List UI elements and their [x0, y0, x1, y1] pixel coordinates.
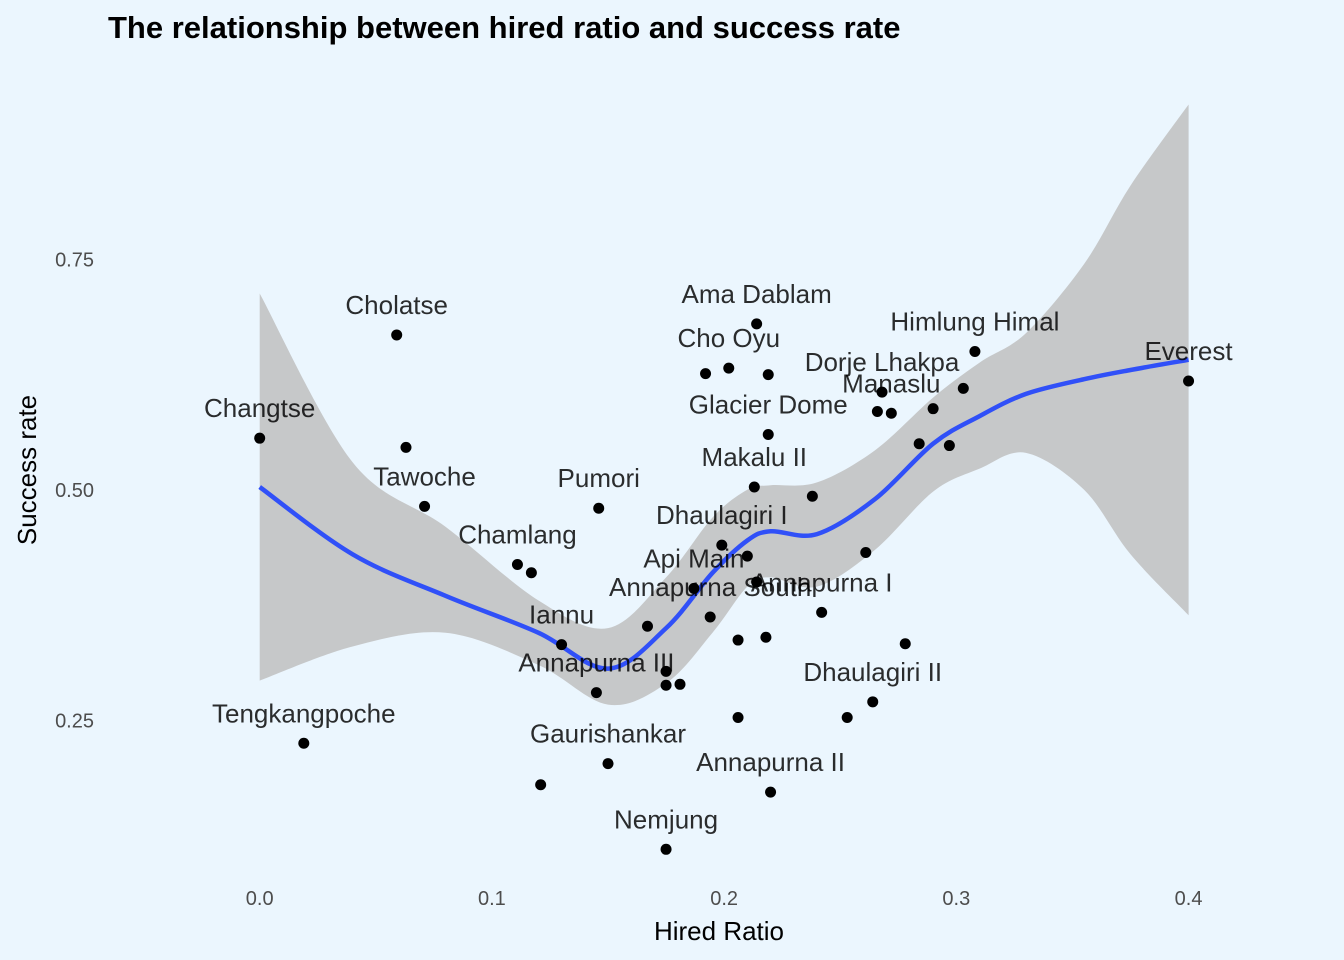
- data-point: [704, 611, 716, 623]
- point-label: Changtse: [204, 393, 315, 423]
- data-point: [391, 329, 403, 341]
- data-point: [760, 631, 772, 643]
- data-point: [525, 567, 537, 579]
- data-point: [762, 428, 774, 440]
- point-label: Tengkangpoche: [212, 698, 396, 728]
- y-axis-title: Success rate: [12, 395, 42, 545]
- data-point: [674, 678, 686, 690]
- data-point: [806, 490, 818, 502]
- data-point: [419, 500, 431, 512]
- data-point: [765, 786, 777, 798]
- point-label: Iannu: [529, 600, 594, 630]
- point-label: Glacier Dome: [689, 389, 848, 419]
- data-point: [741, 550, 753, 562]
- data-point: [641, 620, 653, 632]
- smooth-line: [258, 357, 1189, 671]
- data-point: [688, 582, 700, 594]
- data-point: [556, 639, 568, 651]
- y-axis-ticks: 0.25 0.50 0.75: [55, 249, 94, 732]
- point-label: Chamlang: [458, 519, 577, 549]
- point-label: Dorje Lhakpa: [805, 347, 960, 377]
- point-label: Pumori: [558, 463, 640, 493]
- data-point: [969, 346, 981, 358]
- point-label: Api Main: [643, 543, 744, 573]
- data-point: [816, 606, 828, 618]
- x-tick-label: 0.2: [710, 888, 738, 910]
- data-point: [943, 440, 955, 452]
- data-point: [876, 386, 888, 398]
- data-point: [700, 368, 712, 380]
- point-label: Annapurna I: [751, 567, 893, 597]
- point-label: Dhaulagiri II: [803, 657, 942, 687]
- y-tick-label: 0.50: [55, 480, 94, 502]
- data-point: [660, 679, 672, 691]
- point-label: Ama Dablam: [681, 279, 831, 309]
- x-tick-label: 0.0: [246, 888, 274, 910]
- point-labels-layer: Changtse Tengkangpoche Cholatse Tawoche Cham…: [204, 279, 1233, 834]
- x-axis-ticks: 0.0 0.1 0.2 0.3 0.4: [246, 888, 1203, 910]
- x-tick-label: 0.1: [478, 888, 506, 910]
- data-point: [716, 539, 728, 551]
- chart-title: The relationship between hired ratio and…: [108, 10, 900, 45]
- point-label: Tawoche: [373, 461, 476, 491]
- point-label: Makalu II: [702, 442, 808, 472]
- data-point: [590, 687, 602, 699]
- point-label: Nemjung: [614, 804, 718, 834]
- point-label: Manaslu: [842, 368, 940, 398]
- data-point: [751, 318, 763, 330]
- data-point: [751, 576, 763, 588]
- y-tick-label: 0.25: [55, 710, 94, 732]
- data-point: [871, 405, 883, 417]
- data-point: [535, 779, 547, 791]
- data-point: [511, 558, 523, 570]
- point-label: Annapurna III: [518, 648, 674, 678]
- data-point: [593, 502, 605, 514]
- data-point: [723, 362, 735, 374]
- data-point: [899, 638, 911, 650]
- data-point: [748, 481, 760, 493]
- data-point: [1183, 375, 1195, 387]
- data-point: [867, 696, 879, 708]
- point-label: Annapurna II: [696, 747, 845, 777]
- point-label: Dhaulagiri I: [656, 500, 788, 530]
- data-point: [762, 369, 774, 381]
- data-point: [913, 438, 925, 450]
- x-tick-label: 0.4: [1175, 888, 1203, 910]
- point-label: Gaurishankar: [530, 719, 686, 749]
- data-points-layer: [254, 318, 1195, 855]
- point-label: Cho Oyu: [677, 323, 780, 353]
- point-label: Everest: [1144, 336, 1233, 366]
- data-point: [860, 546, 872, 558]
- data-point: [254, 432, 266, 444]
- data-point: [602, 758, 614, 770]
- data-point: [841, 711, 853, 723]
- data-point: [885, 407, 897, 419]
- smooth-line-layer: [258, 357, 1189, 671]
- data-point: [732, 711, 744, 723]
- data-point: [400, 441, 412, 453]
- data-point: [660, 665, 672, 677]
- data-point: [957, 382, 969, 394]
- data-point: [927, 403, 939, 415]
- data-point: [732, 634, 744, 646]
- y-tick-label: 0.75: [55, 249, 94, 271]
- x-axis-title: Hired Ratio: [654, 916, 784, 946]
- point-label: Cholatse: [345, 290, 448, 320]
- data-point: [298, 737, 310, 749]
- x-tick-label: 0.3: [942, 888, 970, 910]
- point-label: Annapurna South: [609, 572, 811, 602]
- point-label: Himlung Himal: [890, 307, 1059, 337]
- data-point: [660, 843, 672, 855]
